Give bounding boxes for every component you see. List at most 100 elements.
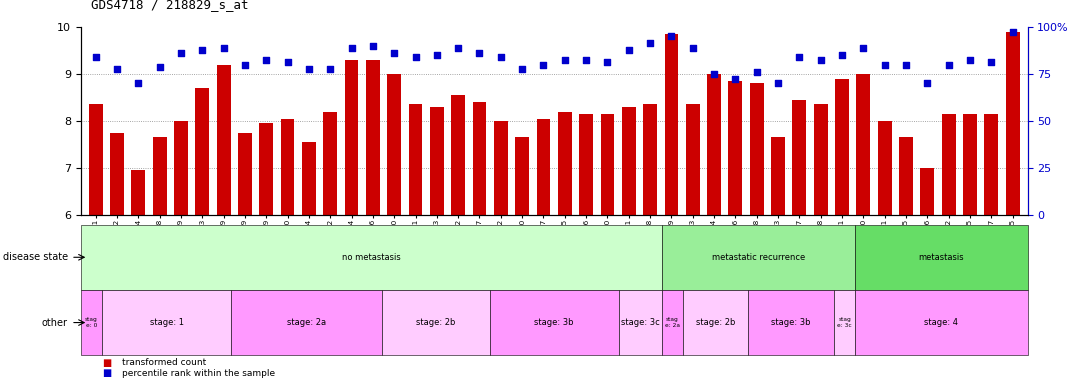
Text: percentile rank within the sample: percentile rank within the sample	[122, 369, 274, 378]
Point	[961, 57, 978, 63]
Point	[428, 52, 445, 58]
Text: stage: 2b: stage: 2b	[696, 318, 735, 327]
Text: disease state: disease state	[2, 252, 68, 262]
Point	[237, 61, 254, 68]
Point	[130, 80, 147, 86]
Text: metastatic recurrence: metastatic recurrence	[712, 253, 805, 262]
Bar	[728, 81, 742, 215]
Point	[940, 61, 958, 68]
Point	[407, 55, 424, 61]
Point	[257, 57, 274, 63]
Point	[279, 59, 296, 65]
Text: metastasis: metastasis	[919, 253, 964, 262]
Bar	[900, 137, 912, 215]
Bar	[665, 34, 678, 215]
Text: GDS4718 / 218829_s_at: GDS4718 / 218829_s_at	[91, 0, 249, 12]
Bar	[409, 104, 423, 215]
Point	[663, 33, 680, 40]
Bar	[153, 137, 167, 215]
Point	[492, 55, 509, 61]
Point	[1004, 28, 1021, 35]
Point	[706, 71, 723, 77]
Point	[684, 45, 702, 51]
Bar	[430, 107, 443, 215]
Point	[215, 45, 232, 51]
Point	[812, 57, 830, 63]
Bar	[281, 119, 295, 215]
Text: no metastasis: no metastasis	[342, 253, 400, 262]
Bar	[856, 74, 870, 215]
Point	[578, 57, 595, 63]
Bar	[537, 119, 551, 215]
Point	[151, 64, 168, 70]
Point	[769, 80, 787, 86]
Bar	[494, 121, 508, 215]
Point	[620, 47, 637, 53]
Point	[513, 66, 530, 72]
Bar	[344, 60, 358, 215]
Point	[194, 47, 211, 53]
Bar	[920, 168, 934, 215]
Bar	[259, 123, 273, 215]
Point	[87, 55, 104, 61]
Bar	[1006, 31, 1020, 215]
Bar	[579, 114, 593, 215]
Bar	[557, 112, 571, 215]
Bar	[792, 100, 806, 215]
Text: stage: 2b: stage: 2b	[416, 318, 455, 327]
Point	[450, 45, 467, 51]
Bar	[451, 95, 465, 215]
Text: stag
e: 0: stag e: 0	[85, 317, 98, 328]
Bar	[323, 112, 337, 215]
Point	[556, 57, 574, 63]
Bar	[366, 60, 380, 215]
Text: ■: ■	[102, 358, 112, 368]
Point	[172, 50, 189, 56]
Text: stage: 1: stage: 1	[150, 318, 184, 327]
Point	[834, 52, 851, 58]
Bar	[515, 137, 529, 215]
Point	[300, 66, 317, 72]
Text: stage: 2a: stage: 2a	[287, 318, 326, 327]
Point	[876, 61, 893, 68]
Bar	[643, 104, 657, 215]
Point	[599, 59, 617, 65]
Text: stag
e: 3c: stag e: 3c	[837, 317, 852, 328]
Bar	[302, 142, 316, 215]
Point	[471, 50, 489, 56]
Text: stage: 3c: stage: 3c	[621, 318, 660, 327]
Bar	[985, 114, 999, 215]
Point	[791, 55, 808, 61]
Bar	[472, 102, 486, 215]
Point	[897, 61, 915, 68]
Text: transformed count: transformed count	[122, 358, 206, 367]
Point	[365, 43, 382, 49]
Bar	[750, 83, 764, 215]
Text: stag
e: 2a: stag e: 2a	[665, 317, 680, 328]
Bar	[131, 170, 145, 215]
Bar	[813, 104, 827, 215]
Bar	[835, 79, 849, 215]
Text: stage: 3b: stage: 3b	[771, 318, 810, 327]
Bar	[387, 74, 401, 215]
Point	[748, 68, 765, 74]
Point	[919, 80, 936, 86]
Bar	[622, 107, 636, 215]
Point	[982, 59, 1000, 65]
Point	[322, 66, 339, 72]
Text: ■: ■	[102, 368, 112, 378]
Point	[535, 61, 552, 68]
Bar	[174, 121, 188, 215]
Bar	[88, 104, 102, 215]
Bar	[771, 137, 785, 215]
Point	[854, 45, 872, 51]
Point	[385, 50, 402, 56]
Bar	[707, 74, 721, 215]
Bar	[110, 133, 124, 215]
Text: stage: 3b: stage: 3b	[535, 318, 574, 327]
Text: other: other	[42, 318, 68, 328]
Bar	[685, 104, 699, 215]
Point	[343, 45, 360, 51]
Bar	[942, 114, 955, 215]
Bar	[600, 114, 614, 215]
